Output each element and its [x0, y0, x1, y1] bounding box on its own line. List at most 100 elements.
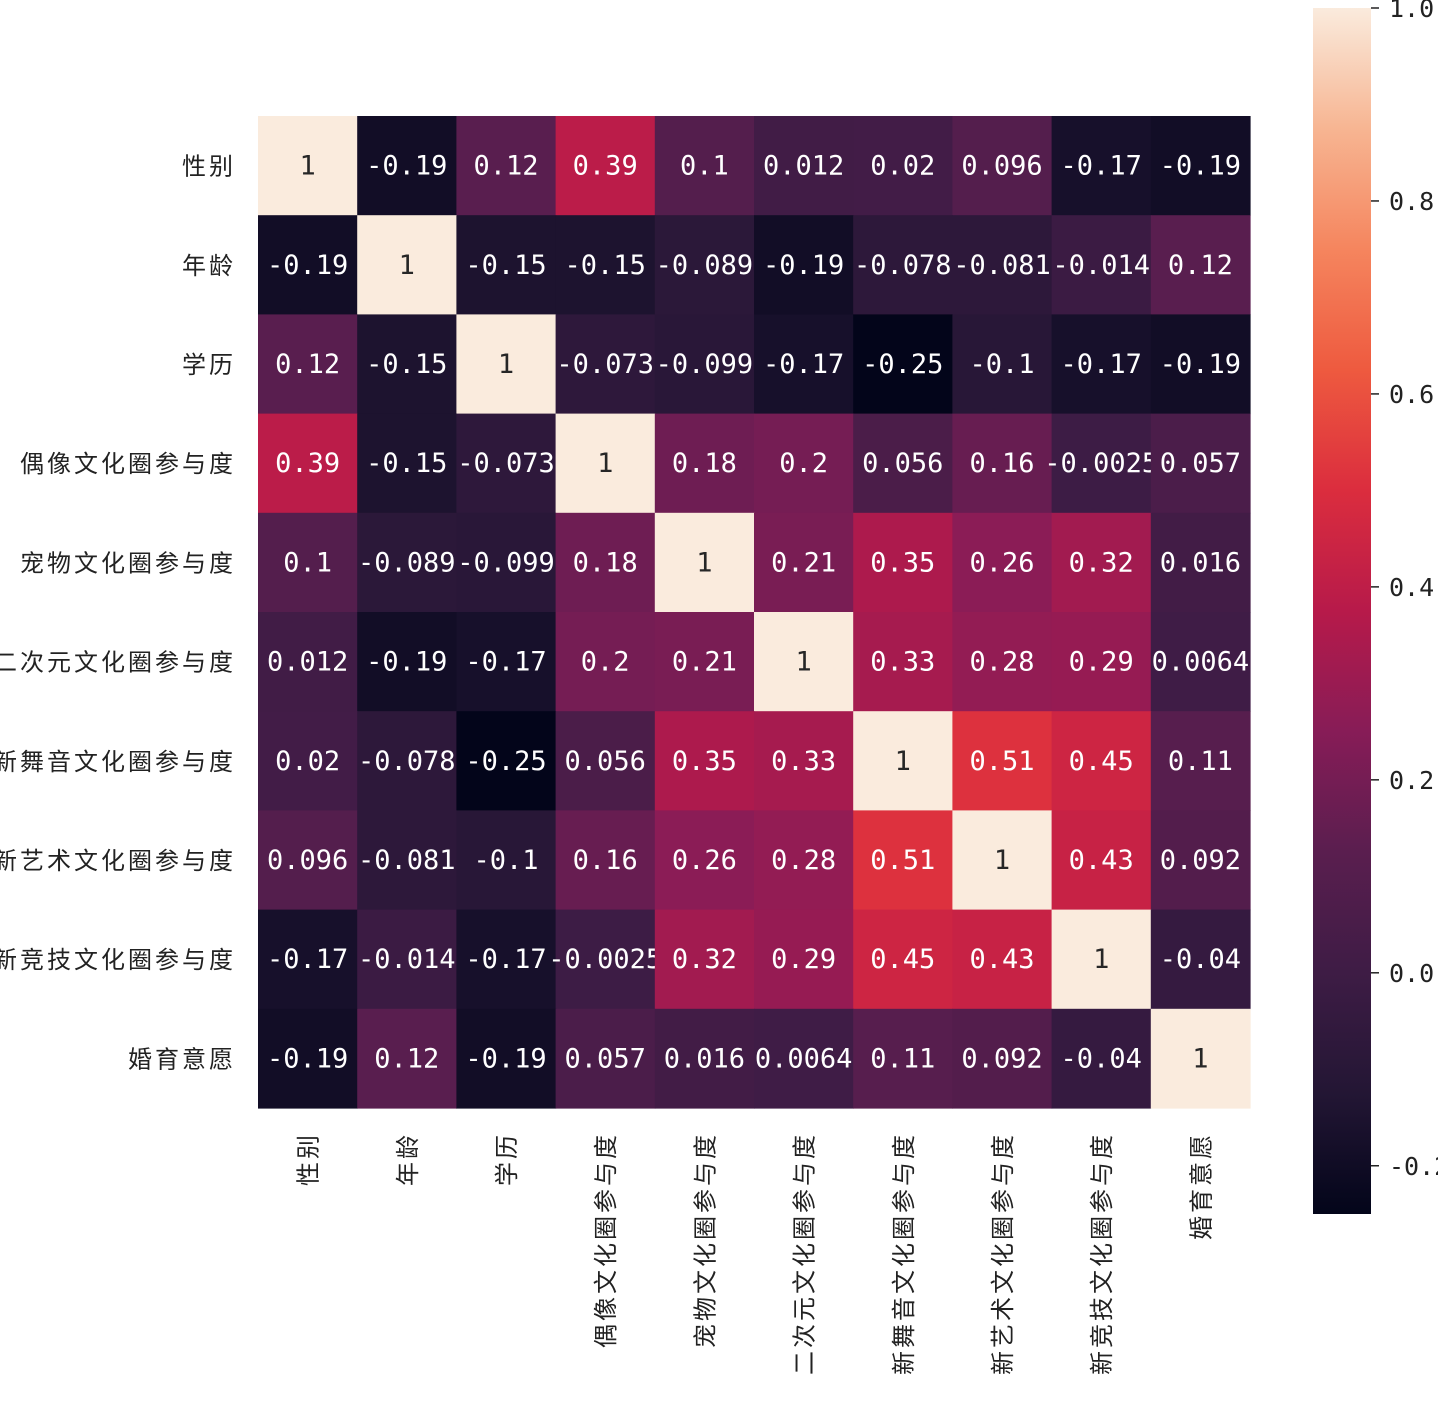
cell-value-label: 0.1 [283, 547, 332, 578]
cell-value-label: 0.21 [771, 547, 836, 578]
cell-value-label: 0.0064 [755, 1043, 853, 1074]
cell-value-label: 0.11 [1168, 746, 1233, 777]
heatmap-cell [853, 612, 953, 712]
heatmap-cell [853, 512, 953, 613]
cell-value-label: -0.19 [366, 647, 447, 678]
cell-value-label: -0.17 [465, 944, 546, 975]
row-label: 二次元文化圈参与度 [0, 649, 236, 677]
heatmap-cell [258, 909, 358, 1010]
cell-value-label: 0.18 [573, 547, 638, 578]
cell-value-label: -0.19 [763, 250, 844, 281]
column-label: 新舞音文化圈参与度 [890, 1132, 918, 1375]
cell-value-label: -0.15 [366, 448, 447, 479]
heatmap-cell [555, 116, 656, 216]
cell-value-label: 0.2 [581, 647, 630, 678]
heatmap-cell [654, 612, 755, 712]
cell-value-label: 0.2 [779, 448, 828, 479]
cell-value-label: 1 [895, 746, 911, 777]
heatmap-cell [555, 314, 656, 415]
cell-value-label: -0.19 [267, 1043, 348, 1074]
heatmap-cell [1150, 1008, 1251, 1109]
cell-value-label: 0.057 [565, 1043, 646, 1074]
heatmap-cell [952, 810, 1053, 911]
heatmap-cell [258, 810, 358, 911]
colorbar-tick-label: 0.4 [1389, 573, 1434, 602]
heatmap-cell [456, 512, 557, 613]
heatmap-cell [952, 314, 1053, 415]
cell-value-label: -0.25 [465, 746, 546, 777]
heatmap-cell [754, 612, 854, 712]
heatmap-cell [1051, 215, 1152, 315]
heatmap-cell [1051, 612, 1152, 712]
heatmap-cell [555, 711, 656, 811]
cell-value-label: -0.17 [1061, 349, 1142, 380]
cell-value-label: 1 [597, 448, 613, 479]
cell-value-label: 0.096 [961, 151, 1042, 182]
cell-value-label: 0.1 [680, 151, 729, 182]
heatmap-cell [357, 1008, 457, 1109]
heatmap-cell [258, 512, 358, 613]
cell-value-label: 0.02 [275, 746, 340, 777]
cell-value-label: -0.081 [358, 845, 456, 876]
cell-value-label: -0.078 [358, 746, 456, 777]
cell-value-label: 0.012 [763, 151, 844, 182]
cell-value-label: 0.28 [969, 647, 1034, 678]
heatmap-cell [754, 314, 854, 415]
heatmap-cell [654, 909, 755, 1010]
row-label: 新舞音文化圈参与度 [0, 748, 236, 776]
cell-value-label: 0.012 [267, 647, 348, 678]
cell-value-label: 0.39 [275, 448, 340, 479]
row-label: 新竞技文化圈参与度 [0, 946, 236, 974]
colorbar-tick-label: 0.0 [1389, 959, 1434, 988]
heatmap-cell [754, 512, 854, 613]
heatmap-cell [952, 909, 1053, 1010]
heatmap-cell [853, 909, 953, 1010]
cell-value-label: -0.099 [656, 349, 754, 380]
cell-value-label: -0.19 [1160, 151, 1241, 182]
column-labels: 性别 年龄 学历 偶像文化圈参与度 宠物文化圈参与度 二次元文化圈参与度 新舞音文化圈参与度… [295, 1132, 1216, 1375]
heatmap-cell [853, 810, 953, 911]
heatmap-cell [555, 909, 656, 1010]
cell-value-label: -0.0025 [1044, 448, 1158, 479]
heatmap-cell [1051, 711, 1152, 811]
heatmap-cell [555, 1008, 656, 1109]
heatmap-cell [357, 810, 457, 911]
heatmap-cell [853, 711, 953, 811]
heatmap-cell [654, 711, 755, 811]
cell-value-label: 0.26 [672, 845, 737, 876]
cell-value-label: 0.29 [1069, 647, 1134, 678]
heatmap-cell [952, 612, 1053, 712]
heatmap-cell [357, 215, 457, 315]
cell-value-label: 0.51 [969, 746, 1034, 777]
cell-value-label: -0.17 [1061, 151, 1142, 182]
cell-value-label: -0.089 [358, 547, 456, 578]
column-label: 学历 [493, 1132, 521, 1186]
cell-value-label: 0.12 [275, 349, 340, 380]
cell-value-label: 0.092 [1160, 845, 1241, 876]
cell-value-label: 0.39 [573, 151, 638, 182]
heatmap-cell [1051, 810, 1152, 911]
cell-value-label: 1 [299, 151, 315, 182]
column-label: 偶像文化圈参与度 [592, 1132, 620, 1348]
heatmap-cell [1150, 612, 1251, 712]
heatmap-cell [357, 512, 457, 613]
cell-value-label: 0.12 [374, 1043, 439, 1074]
heatmap-cell [258, 314, 358, 415]
heatmap-cell [258, 1008, 358, 1109]
heatmap-cell [357, 909, 457, 1010]
heatmap-cell [853, 1008, 953, 1109]
heatmap-cell [654, 116, 755, 216]
heatmap-cell [1150, 512, 1251, 613]
heatmap-cell [754, 810, 854, 911]
heatmap-cell [654, 215, 755, 315]
heatmap-cell [258, 612, 358, 712]
heatmap-cell [258, 215, 358, 315]
cell-value-label: 0.43 [1069, 845, 1134, 876]
heatmap-cell [1051, 1008, 1152, 1109]
row-label: 学历 [182, 351, 236, 379]
heatmap-cell [258, 711, 358, 811]
cell-value-label: 0.12 [473, 151, 538, 182]
heatmap-cell [952, 512, 1053, 613]
heatmap-cell [1051, 413, 1152, 514]
